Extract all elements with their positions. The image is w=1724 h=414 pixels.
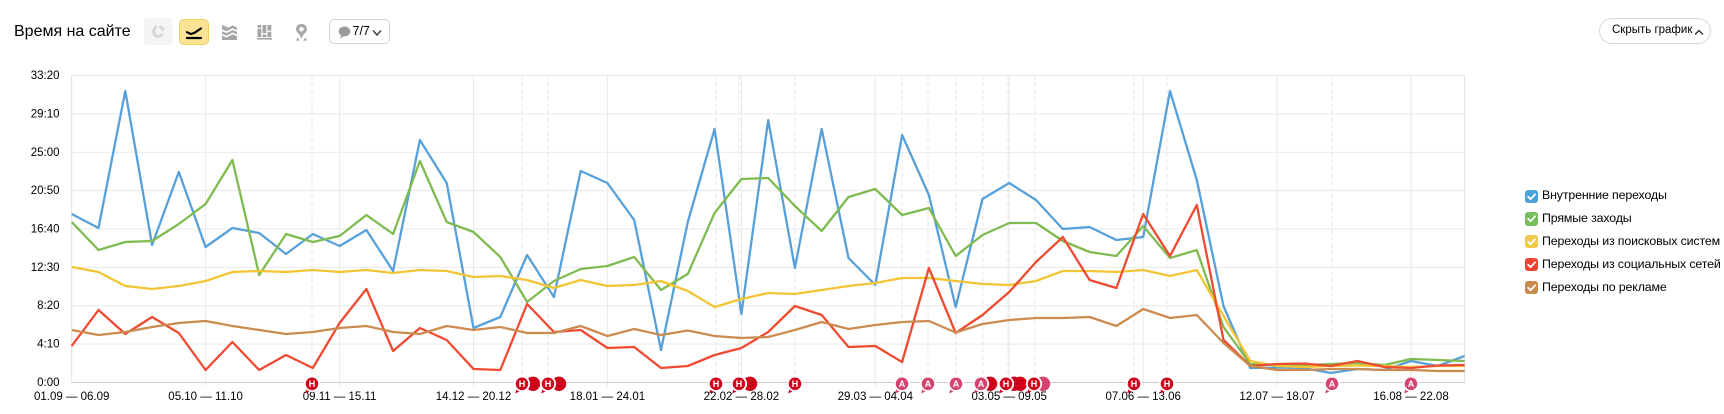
- svg-text:А: А: [1408, 379, 1415, 389]
- svg-text:А: А: [978, 379, 985, 389]
- svg-text:16.08 — 22.08: 16.08 — 22.08: [1373, 391, 1448, 403]
- svg-text:29.03 — 04.04: 29.03 — 04.04: [838, 391, 914, 403]
- svg-text:20:50: 20:50: [31, 185, 60, 197]
- svg-text:8:20: 8:20: [37, 300, 59, 312]
- svg-text:Н: Н: [736, 379, 743, 389]
- svg-text:05.10 — 11.10: 05.10 — 11.10: [168, 391, 243, 403]
- svg-text:25:00: 25:00: [31, 147, 60, 159]
- svg-text:А: А: [1329, 379, 1336, 389]
- svg-text:18.01 — 24.01: 18.01 — 24.01: [570, 391, 645, 403]
- svg-text:А: А: [925, 379, 932, 389]
- svg-text:А: А: [899, 379, 906, 389]
- svg-text:Н: Н: [545, 379, 552, 389]
- svg-text:Н: Н: [713, 379, 720, 389]
- svg-text:12.07 — 18.07: 12.07 — 18.07: [1239, 391, 1314, 403]
- svg-text:01.09 — 06.09: 01.09 — 06.09: [34, 391, 109, 403]
- svg-text:29:10: 29:10: [31, 108, 60, 120]
- svg-text:А: А: [953, 379, 960, 389]
- svg-text:Н: Н: [1164, 379, 1171, 389]
- svg-text:Н: Н: [1031, 379, 1038, 389]
- svg-text:Н: Н: [1131, 379, 1138, 389]
- svg-text:03.05 — 09.05: 03.05 — 09.05: [971, 391, 1046, 403]
- svg-text:22.02 — 28.02: 22.02 — 28.02: [704, 391, 779, 403]
- svg-text:33:20: 33:20: [31, 70, 60, 82]
- svg-text:14.12 — 20.12: 14.12 — 20.12: [436, 391, 511, 403]
- svg-text:07.06 — 13.06: 07.06 — 13.06: [1105, 391, 1180, 403]
- svg-text:Н: Н: [519, 379, 526, 389]
- svg-text:4:10: 4:10: [37, 339, 59, 351]
- svg-text:Н: Н: [1003, 379, 1010, 389]
- svg-text:Н: Н: [792, 379, 799, 389]
- svg-text:09.11 — 15.11: 09.11 — 15.11: [303, 391, 377, 403]
- svg-text:16:40: 16:40: [31, 224, 60, 236]
- svg-text:Н: Н: [309, 379, 316, 389]
- svg-text:12:30: 12:30: [31, 262, 60, 274]
- svg-text:0:00: 0:00: [37, 377, 59, 389]
